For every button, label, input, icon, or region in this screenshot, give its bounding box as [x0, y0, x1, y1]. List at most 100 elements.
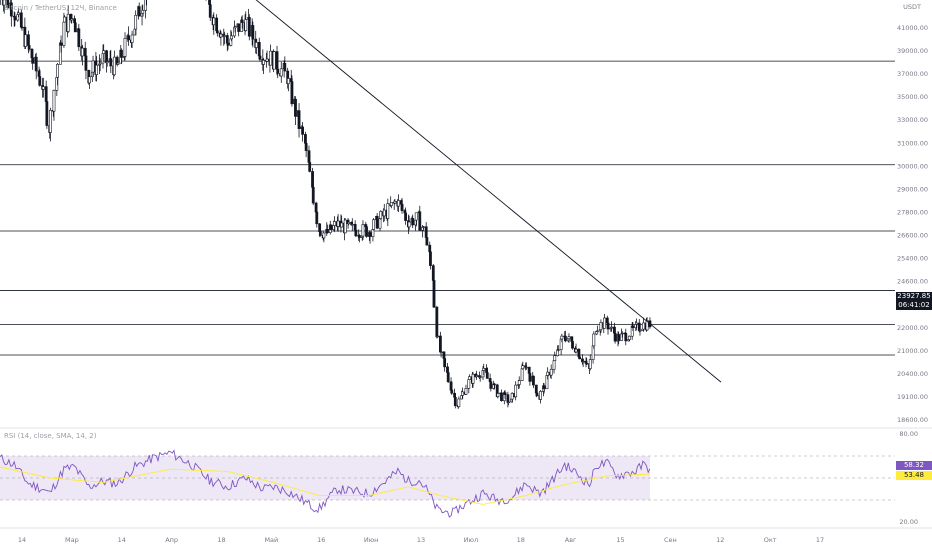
candle-body — [439, 351, 443, 353]
candle-body — [624, 333, 628, 342]
price-tick-label: 26600.00 — [897, 232, 928, 240]
candle-body — [130, 34, 134, 43]
candle-body — [318, 223, 322, 232]
candle-body — [442, 351, 446, 359]
candle-body — [450, 389, 454, 394]
candle-body — [27, 45, 31, 50]
price-tick-label: 35000.00 — [897, 93, 928, 101]
candle-body — [141, 10, 145, 14]
candle-body — [467, 379, 471, 389]
candle-body — [492, 383, 496, 386]
price-axis: USDT 41000.00 39000.00 37000.00 35000.00 3300… — [897, 3, 928, 424]
candle-body — [400, 203, 404, 211]
candle-body — [230, 35, 233, 40]
price-tick-label: 25400.00 — [897, 255, 928, 263]
candle-body — [510, 392, 514, 400]
candle-body — [27, 34, 30, 46]
candle-body — [258, 55, 262, 60]
candle-body — [528, 373, 532, 382]
candle-body — [468, 376, 471, 380]
candle-body — [318, 231, 322, 236]
price-tick-label: 24600.00 — [897, 278, 928, 286]
candle-body — [574, 348, 578, 353]
candle-body — [386, 203, 390, 219]
candle-body — [269, 50, 273, 66]
candle-body — [478, 376, 482, 379]
candle-body — [17, 12, 20, 15]
candle-body — [84, 55, 88, 71]
time-tick-label: Окт — [764, 536, 777, 544]
candle-body — [581, 360, 585, 363]
candle-body — [63, 16, 67, 23]
candle-body — [546, 371, 550, 376]
candle-body — [645, 320, 649, 331]
candle-body — [556, 349, 560, 351]
candle-body — [595, 330, 599, 333]
candle-body — [578, 356, 582, 360]
price-tick-label: 20400.00 — [897, 370, 928, 378]
candle-body — [112, 56, 116, 76]
candle-body — [120, 49, 123, 58]
candle-body — [489, 381, 493, 389]
candle-body — [627, 335, 631, 340]
candle-body — [80, 47, 84, 57]
rsi-value-tag: 58.32 — [896, 461, 932, 470]
rsi-legend[interactable]: RSI (14, close, SMA, 14, 2) — [4, 432, 97, 440]
candle-body — [443, 358, 447, 368]
time-tick-label: 18 — [217, 536, 225, 544]
candle-body — [507, 401, 510, 404]
candle-body — [66, 13, 70, 32]
candle-body — [123, 38, 127, 57]
bar-countdown-tag: 06:41:02 — [896, 301, 932, 310]
candle-body — [105, 61, 109, 64]
candle-body — [432, 280, 436, 308]
candle-body — [564, 335, 567, 342]
candle-body — [255, 42, 258, 48]
last-price-tag: 23927.85 — [896, 292, 932, 301]
candle-body — [421, 226, 425, 228]
candle-body — [311, 187, 315, 204]
symbol-legend[interactable]: Bitcoin / TetherUS, 12Ч, Binance — [4, 4, 117, 12]
candle-body — [524, 366, 528, 369]
candle-body — [329, 224, 333, 230]
candle-body — [279, 68, 283, 77]
candle-body — [429, 251, 432, 266]
candle-body — [83, 47, 87, 57]
candle-body — [503, 392, 507, 395]
rsi-ma-line[interactable] — [0, 466, 650, 505]
time-tick-label: 14 — [18, 536, 26, 544]
candle-body — [226, 42, 230, 46]
candle-body — [571, 341, 574, 349]
candle-body — [496, 393, 500, 397]
candle-body — [631, 325, 635, 328]
candle-body — [517, 380, 521, 385]
candle-body — [315, 211, 319, 225]
candle-body — [340, 222, 344, 228]
candle-body — [407, 221, 411, 228]
candle-body — [322, 232, 326, 239]
candle-body — [95, 64, 98, 75]
candle-body — [134, 14, 138, 30]
candle-body — [461, 391, 464, 396]
price-tick-label: 31000.00 — [897, 139, 928, 147]
candle-body — [361, 224, 365, 237]
time-tick-label: 14 — [118, 536, 126, 544]
candle-body — [347, 222, 351, 225]
candle-body — [88, 76, 91, 84]
price-tick-label: 21000.00 — [897, 347, 928, 355]
candles — [0, 0, 652, 410]
trend-line[interactable] — [163, 0, 722, 383]
candle-body — [603, 317, 606, 329]
candle-body — [38, 76, 42, 86]
candle-body — [127, 35, 130, 41]
candle-body — [219, 33, 223, 38]
candle-body — [372, 219, 376, 230]
candle-body — [109, 58, 113, 67]
candle-body — [116, 62, 120, 65]
candle-body — [49, 109, 52, 133]
candle-body — [552, 360, 556, 370]
candle-body — [532, 375, 535, 386]
candle-body — [382, 209, 386, 217]
